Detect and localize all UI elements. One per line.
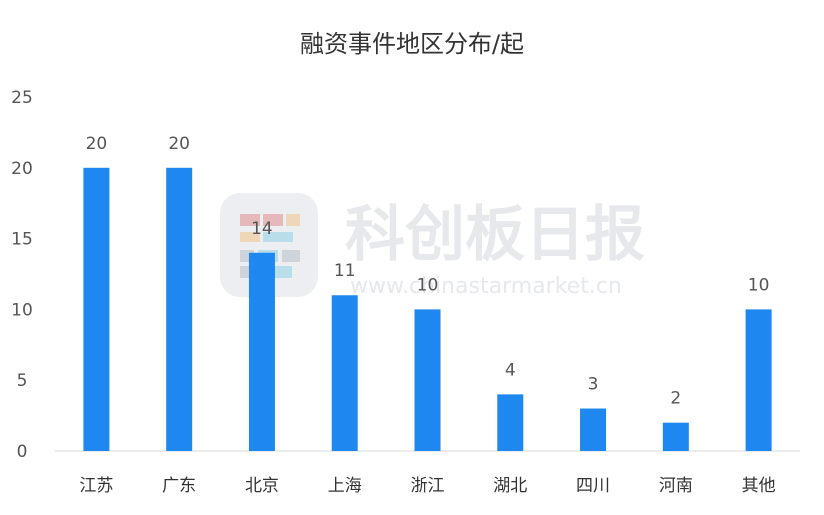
bar <box>497 394 524 451</box>
x-tick-label: 广东 <box>162 476 196 496</box>
x-tick-label: 其他 <box>742 476 776 496</box>
bar <box>580 408 607 451</box>
data-label: 4 <box>505 360 516 380</box>
data-labels: 20 20 14 11 10 4 3 2 10 <box>86 134 770 409</box>
bar <box>662 422 689 451</box>
bar <box>331 295 358 451</box>
x-tick-label: 湖北 <box>493 476 527 496</box>
watermark-logo-icon <box>220 193 318 297</box>
y-tick-label: 15 <box>11 230 33 250</box>
watermark-logo-block <box>263 214 283 226</box>
watermark-logo-block <box>263 232 293 242</box>
y-tick-label: 25 <box>11 88 33 108</box>
data-label: 10 <box>748 275 770 295</box>
data-label: 20 <box>86 134 108 154</box>
data-label: 20 <box>168 134 190 154</box>
data-label: 14 <box>251 219 273 239</box>
y-tick-label: 10 <box>11 300 33 320</box>
x-tick-label: 河南 <box>659 476 693 496</box>
data-label: 3 <box>588 375 599 395</box>
bar <box>745 309 772 451</box>
bar <box>166 167 193 452</box>
bar <box>248 252 275 451</box>
x-axis: 江苏 广东 北京 上海 浙江 湖北 四川 河南 其他 <box>79 476 775 496</box>
data-label: 10 <box>417 275 439 295</box>
bar <box>83 167 110 452</box>
x-tick-label: 江苏 <box>79 476 113 496</box>
watermark-url: www.chinastarmarket.cn <box>350 274 622 299</box>
watermark-logo-block <box>240 214 260 226</box>
watermark-logo-block <box>240 232 260 242</box>
bar <box>414 309 441 451</box>
watermark-brand: 科创板日报 <box>345 200 645 270</box>
watermark-logo-block <box>286 214 300 226</box>
data-label: 11 <box>334 261 356 281</box>
bars <box>83 167 772 452</box>
x-tick-label: 浙江 <box>411 476 445 496</box>
x-tick-label: 上海 <box>328 476 362 496</box>
y-tick-label: 0 <box>17 442 28 462</box>
y-tick-label: 5 <box>17 371 28 391</box>
data-label: 2 <box>670 389 681 409</box>
x-tick-label: 北京 <box>245 476 279 496</box>
watermark-logo-block <box>282 250 300 262</box>
y-axis: 0 5 10 15 20 25 <box>11 88 33 462</box>
y-tick-label: 20 <box>11 159 33 179</box>
chart-title: 融资事件地区分布/起 <box>300 30 524 58</box>
x-tick-label: 四川 <box>576 476 610 496</box>
